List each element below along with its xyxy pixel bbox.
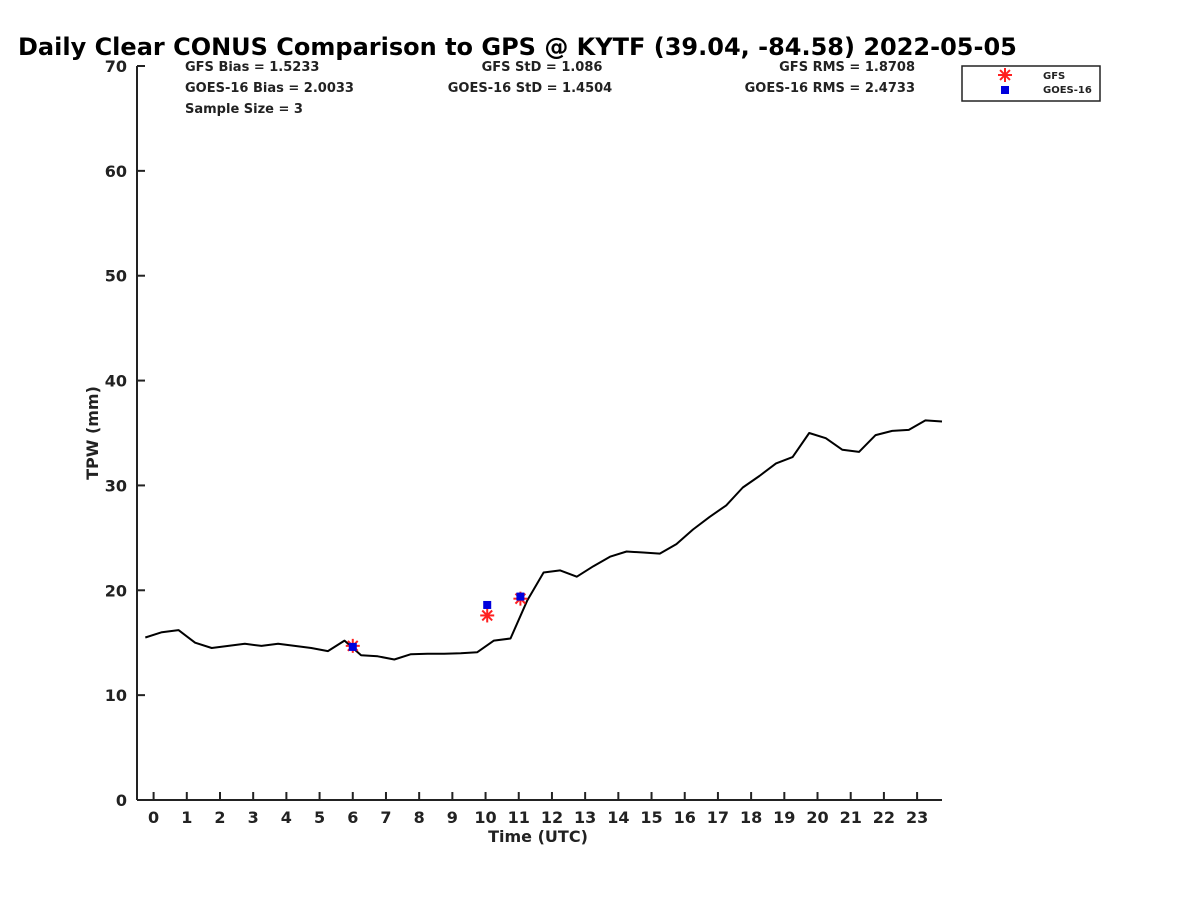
x-tick-label: 22 (873, 808, 895, 827)
legend-gfs-symbol (998, 68, 1012, 82)
x-ticks: 0 1 2 3 4 5 6 7 8 9 10 11 12 13 14 15 16 17 18 19 20 21 22 23 (148, 792, 928, 827)
asterisk-stroke (481, 609, 493, 622)
chart-title: Daily Clear CONUS Comparison to GPS @ KY… (18, 33, 1017, 61)
x-tick-label: 2 (214, 808, 225, 827)
x-tick-label: 21 (840, 808, 862, 827)
goes16-point (483, 600, 492, 609)
x-tick-label: 23 (906, 808, 928, 827)
x-tick-label: 15 (640, 808, 662, 827)
x-tick-label: 7 (380, 808, 391, 827)
x-tick-label: 14 (607, 808, 629, 827)
gfs-point (480, 608, 495, 623)
x-tick-label: 4 (281, 808, 292, 827)
x-tick-label: 0 (148, 808, 159, 827)
legend-gfs-marker (998, 68, 1012, 82)
y-tick-label: 40 (105, 372, 127, 391)
legend: GFS GOES-16 (961, 65, 1101, 102)
y-axis-label: TPW (mm) (83, 386, 102, 480)
stat-goes-rms: GOES-16 RMS = 2.4733 (745, 81, 915, 96)
legend-gfs-label: GFS (1043, 71, 1065, 82)
x-tick-label: 10 (474, 808, 496, 827)
x-tick-label: 9 (447, 808, 458, 827)
x-tick-label: 8 (414, 808, 425, 827)
legend-goes-marker (1001, 86, 1009, 94)
x-tick-label: 18 (740, 808, 762, 827)
y-tick-label: 10 (105, 686, 127, 705)
stats-panel: GFS Bias = 1.5233 GOES-16 Bias = 2.0033 … (185, 60, 915, 117)
y-tick-label: 50 (105, 267, 127, 286)
goes16-point (348, 642, 357, 651)
stat-gfs-rms: GFS RMS = 1.8708 (779, 60, 915, 75)
x-tick-label: 6 (347, 808, 358, 827)
x-tick-label: 3 (248, 808, 259, 827)
legend-box (961, 65, 1101, 102)
stat-sample-size: Sample Size = 3 (185, 102, 303, 117)
x-tick-label: 11 (508, 808, 530, 827)
x-tick-label: 17 (707, 808, 729, 827)
y-tick-label: 30 (105, 476, 127, 495)
x-tick-label: 13 (574, 808, 596, 827)
stat-goes-std: GOES-16 StD = 1.4504 (448, 81, 612, 96)
series-layer (144, 419, 943, 661)
x-tick-label: 5 (314, 808, 325, 827)
stat-goes-bias: GOES-16 Bias = 2.0033 (185, 81, 354, 96)
gps-tpw-line (144, 419, 943, 661)
y-tick-label: 70 (105, 57, 127, 76)
y-ticks: 0 10 20 30 40 50 60 70 (105, 57, 145, 810)
x-tick-label: 12 (541, 808, 563, 827)
x-tick-label: 1 (181, 808, 192, 827)
stat-gfs-std: GFS StD = 1.086 (482, 60, 603, 75)
x-axis-label: Time (UTC) (488, 827, 588, 846)
y-tick-label: 0 (116, 791, 127, 810)
x-tick-label: 16 (674, 808, 696, 827)
y-tick-label: 20 (105, 581, 127, 600)
legend-goes-label: GOES-16 (1043, 85, 1092, 96)
stat-gfs-bias: GFS Bias = 1.5233 (185, 60, 319, 75)
axes (136, 66, 942, 801)
asterisk-stroke (999, 69, 1011, 81)
x-tick-label: 20 (806, 808, 828, 827)
y-tick-label: 60 (105, 162, 127, 181)
x-tick-label: 19 (773, 808, 795, 827)
goes16-point (516, 592, 525, 601)
